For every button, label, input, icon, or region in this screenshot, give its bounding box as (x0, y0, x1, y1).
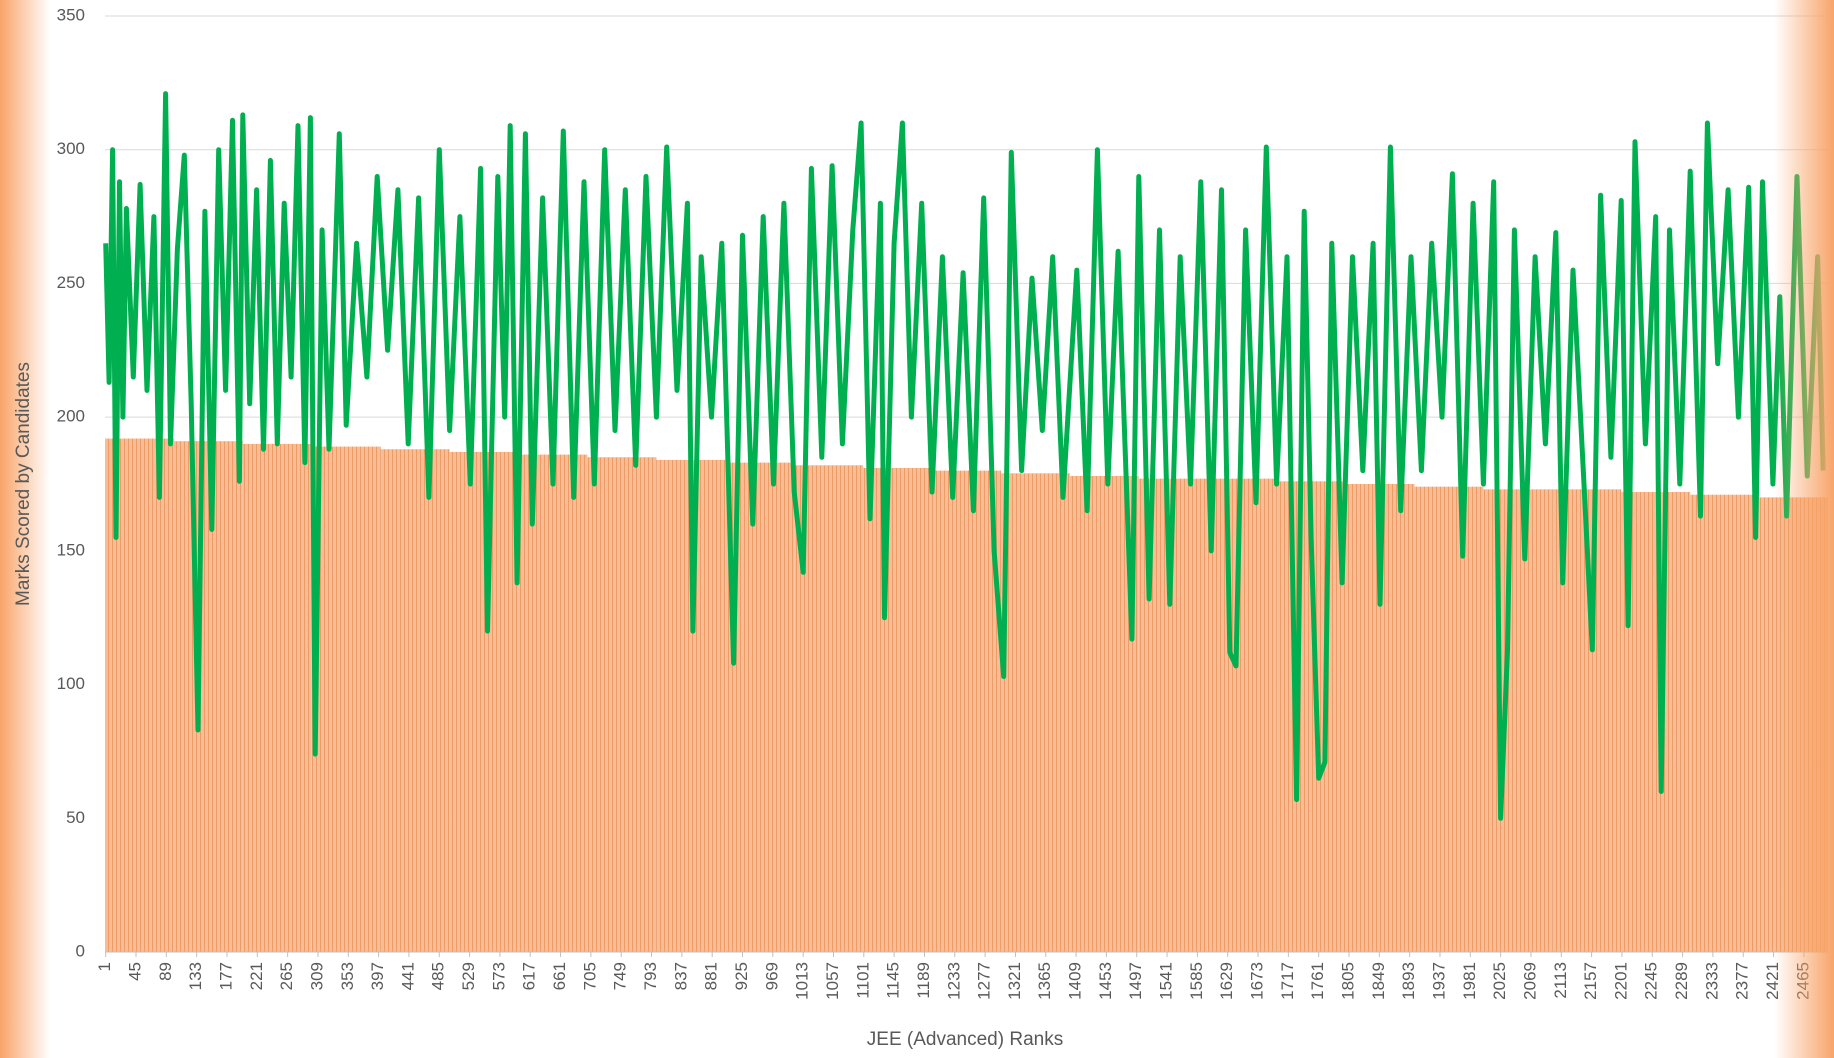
x-tick-label: 2025 (1490, 962, 1509, 1000)
x-tick-label: 1937 (1429, 962, 1448, 1000)
y-tick-label: 50 (66, 808, 85, 827)
x-tick-label: 749 (611, 962, 630, 990)
x-tick-label: 2289 (1672, 962, 1691, 1000)
x-tick-label: 1145 (884, 962, 903, 999)
x-tick-label: 925 (732, 962, 751, 990)
x-tick-label: 1541 (1157, 962, 1176, 1000)
bar (1621, 492, 1691, 952)
y-axis-title: Marks Scored by Candidates (13, 362, 34, 606)
bar (173, 441, 243, 952)
x-tick-label: 89 (156, 962, 175, 981)
x-tick-label: 1849 (1369, 962, 1388, 1000)
y-tick-label: 250 (57, 273, 85, 292)
x-tick-label: 1673 (1248, 962, 1267, 1000)
x-tick-label: 661 (550, 962, 569, 990)
x-tick-label: 1101 (853, 962, 872, 999)
y-tick-label: 100 (57, 674, 85, 693)
bar (1414, 486, 1484, 952)
bar (311, 446, 381, 952)
x-tick-label: 1585 (1187, 962, 1206, 1000)
x-tick-label: 1365 (1035, 962, 1054, 1000)
x-tick-label: 837 (671, 962, 690, 990)
x-tick-label: 617 (520, 962, 539, 990)
x-tick-label: 2113 (1551, 962, 1570, 999)
bar (380, 449, 450, 952)
line (103, 91, 1826, 821)
x-tick-label: 397 (368, 962, 387, 990)
x-tick-label: 2157 (1581, 962, 1600, 1000)
bar (1483, 489, 1553, 952)
x-tick-label: 265 (277, 962, 296, 990)
x-tick-label: 353 (338, 962, 357, 990)
x-tick-label: 2377 (1733, 962, 1752, 1000)
x-tick-label: 45 (125, 962, 144, 981)
bar (932, 470, 1001, 952)
x-tick-label: 1805 (1338, 962, 1357, 1000)
x-tick-label: 969 (762, 962, 781, 990)
edge-glow (1774, 0, 1834, 1058)
x-tick-label: 441 (398, 962, 417, 990)
bar (242, 443, 312, 952)
bar (1690, 494, 1760, 952)
x-tick-label: 1013 (793, 962, 812, 1000)
x-tick-label: 2245 (1642, 962, 1661, 1000)
x-tick-label: 1233 (944, 962, 963, 1000)
x-tick-label: 2333 (1702, 962, 1721, 1000)
x-tick-label: 1981 (1460, 962, 1479, 1000)
bar (518, 454, 588, 952)
bar (1000, 473, 1070, 952)
x-tick-label: 1057 (823, 962, 842, 1000)
y-tick-label: 200 (57, 407, 85, 426)
x-tick-label: 705 (580, 962, 599, 990)
x-tick-label: 2201 (1611, 962, 1630, 1000)
x-tick-label: 1409 (1066, 962, 1085, 1000)
edge-glow (0, 0, 50, 1058)
x-tick-label: 1717 (1278, 962, 1297, 1000)
x-tick-label: 1321 (1005, 962, 1024, 1000)
bar (1207, 478, 1277, 952)
x-tick-label: 133 (186, 962, 205, 990)
x-tick-label: 221 (247, 962, 266, 990)
x-tick-label: 573 (489, 962, 508, 990)
y-tick-label: 150 (57, 540, 85, 559)
x-tick-label: 1761 (1308, 962, 1327, 1000)
x-tick-label: 1277 (975, 962, 994, 1000)
x-tick-label: 309 (307, 962, 326, 990)
x-tick-label: 1189 (914, 962, 933, 999)
y-tick-label: 300 (57, 139, 85, 158)
y-tick-label: 350 (57, 5, 85, 24)
x-tick-label: 793 (641, 962, 660, 990)
bar (587, 457, 657, 952)
x-tick-label: 1453 (1096, 962, 1115, 1000)
x-tick-label: 1 (95, 962, 114, 971)
x-axis-title: JEE (Advanced) Ranks (867, 1029, 1063, 1050)
x-tick-label: 2069 (1520, 962, 1539, 1000)
x-tick-label: 881 (702, 962, 721, 990)
x-tick-label: 1893 (1399, 962, 1418, 1000)
x-tick-label: 529 (459, 962, 478, 990)
x-tick-label: 485 (429, 962, 448, 990)
x-tick-label: 177 (216, 962, 235, 990)
y-tick-label: 0 (76, 941, 85, 960)
x-tick-label: 1629 (1217, 962, 1236, 1000)
bar (863, 467, 933, 952)
x-tick-label: 1497 (1126, 962, 1145, 1000)
